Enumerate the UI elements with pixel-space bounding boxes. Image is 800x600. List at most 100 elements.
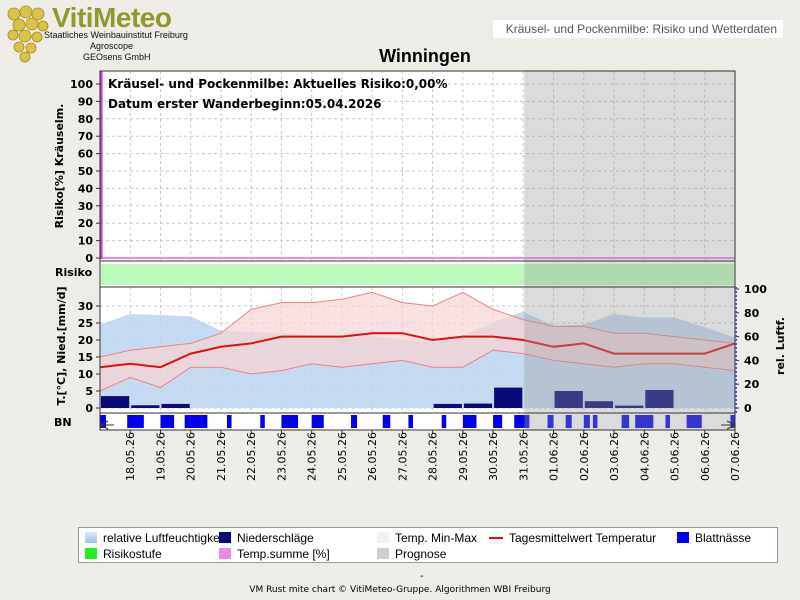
leaf-wetness-bar bbox=[583, 415, 590, 428]
risk-annotation-current: Kräusel- und Pockenmilbe: Aktuelles Risi… bbox=[108, 77, 448, 91]
date-axis-labels: 18.05.26 19.05.26 20.05.26 21.05.26 22.05.26… bbox=[124, 430, 742, 481]
legend-item: Risikostufe bbox=[85, 547, 162, 561]
leaf-wetness-bar bbox=[382, 415, 391, 428]
risk-annotation-start: Datum erster Wanderbeginn:05.04.2026 bbox=[108, 97, 382, 111]
leaf-wetness-label: BN bbox=[54, 416, 72, 429]
leaf-wetness-bar bbox=[592, 415, 598, 428]
weather-ytick-right-label: 0 bbox=[744, 402, 752, 415]
scroll-left-arrow bbox=[98, 420, 114, 430]
weather-ytick-right-label: 20 bbox=[744, 378, 760, 391]
date-label: 20.05.26 bbox=[185, 432, 198, 481]
date-label: 22.05.26 bbox=[245, 432, 258, 481]
weather-ytick-left-label: 15 bbox=[78, 351, 93, 364]
legend-label: Blattnässe bbox=[695, 531, 752, 545]
forecast-overlay bbox=[524, 71, 735, 430]
leaf-wetness-bars bbox=[100, 415, 735, 428]
leaf-wetness-bar bbox=[686, 415, 702, 428]
legend-label: Tagesmittelwert Temperatur bbox=[509, 531, 657, 545]
logo-line-1: Staatliches Weinbauinstitut Freiburg bbox=[44, 30, 188, 40]
forecast-region bbox=[524, 287, 735, 413]
scroll-right-arrow bbox=[721, 420, 737, 430]
precip-bar bbox=[645, 389, 674, 408]
risk-level-band bbox=[101, 264, 734, 285]
date-label: 05.06.26 bbox=[669, 432, 682, 481]
tempsum-line bbox=[99, 71, 735, 259]
risk-ytick-label: 100 bbox=[70, 78, 93, 91]
risk-ytick-label: 20 bbox=[78, 217, 94, 230]
risk-ytick-label: 40 bbox=[78, 182, 94, 195]
precip-bar bbox=[131, 405, 160, 408]
weather-ylabel-right: rel. Luftf. bbox=[774, 317, 787, 375]
legend-item: Blattnässe bbox=[677, 531, 751, 545]
leaf-wetness-bar bbox=[160, 415, 175, 428]
legend-swatch bbox=[377, 548, 389, 559]
legend-swatch bbox=[377, 532, 389, 543]
logo-line-2: Agroscope bbox=[90, 41, 134, 51]
page-title: Kräusel- und Pockenmilbe: Risiko und Wet… bbox=[493, 20, 783, 38]
legend-swatch bbox=[85, 532, 97, 543]
legend-item: Prognose bbox=[377, 547, 446, 561]
leaf-wetness-bar bbox=[311, 415, 324, 428]
weather-ytick-right-label: 100 bbox=[744, 283, 767, 296]
weather-ytick-right-label: 60 bbox=[744, 331, 760, 344]
precip-bar bbox=[494, 387, 523, 408]
legend-swatch bbox=[219, 532, 231, 543]
precip-bar bbox=[101, 396, 130, 408]
leaf-wetness-bar bbox=[184, 415, 208, 428]
leaf-wetness-bar bbox=[565, 415, 572, 428]
risk-ytick-label: 80 bbox=[78, 113, 94, 126]
leaf-wetness-bar bbox=[730, 415, 735, 428]
leaf-wetness-bar bbox=[665, 415, 670, 428]
temp-mean-line bbox=[99, 332, 736, 369]
date-label: 29.05.26 bbox=[457, 432, 470, 481]
risk-ytick-label: 50 bbox=[78, 165, 94, 178]
date-label: 18.05.26 bbox=[124, 432, 137, 481]
legend: relative Luftfeuchtigkeit Niederschläge Te… bbox=[78, 527, 778, 563]
forecast-region bbox=[524, 71, 735, 261]
logo-wordmark: VitiMeteo bbox=[52, 2, 172, 33]
date-label: 02.06.26 bbox=[578, 432, 591, 481]
date-label: 30.05.26 bbox=[487, 432, 500, 481]
legend-label: Prognose bbox=[395, 547, 447, 561]
risk-level-label: Risiko bbox=[55, 266, 93, 279]
precip-bar bbox=[615, 405, 644, 408]
risk-ylabel: Risiko[%] Kräuselm. bbox=[53, 104, 66, 229]
date-label: 01.06.26 bbox=[548, 432, 561, 481]
date-label: 31.05.26 bbox=[517, 432, 530, 481]
date-label: 26.05.26 bbox=[366, 432, 379, 481]
precip-bar bbox=[554, 391, 583, 408]
legend-item: Temp. Min-Max bbox=[377, 531, 477, 545]
weather-ytick-left-label: 10 bbox=[78, 368, 94, 381]
leaf-wetness-bar bbox=[441, 415, 447, 428]
legend-swatch bbox=[85, 548, 97, 559]
weather-ytick-right-label: 80 bbox=[744, 307, 760, 320]
precip-bar bbox=[161, 403, 190, 408]
leaf-wetness-bar bbox=[635, 415, 654, 428]
forecast-region bbox=[524, 413, 735, 430]
weather-ytick-right-label: 40 bbox=[744, 354, 760, 367]
legend-label: Niederschläge bbox=[237, 531, 314, 545]
legend-label: Risikostufe bbox=[103, 547, 162, 561]
leaf-wetness-bar bbox=[493, 415, 503, 428]
risk-ytick-label: 10 bbox=[78, 235, 94, 248]
weather-ytick-left-label: 0 bbox=[85, 402, 93, 415]
legend-swatch bbox=[677, 532, 689, 543]
weather-ylabel-left: T.[°C], Nied.[mm/d] bbox=[55, 286, 68, 405]
leaf-wetness-bar bbox=[100, 415, 107, 428]
leaf-wetness-panel-frame bbox=[99, 412, 736, 431]
leaf-wetness-bar bbox=[547, 415, 554, 428]
legend-swatch bbox=[489, 537, 503, 539]
risk-level-panel-background bbox=[100, 261, 735, 287]
precip-bar bbox=[433, 403, 462, 408]
legend-item: Tagesmittelwert Temperatur bbox=[489, 531, 656, 545]
leaf-wetness-bar bbox=[514, 415, 530, 428]
legend-label: relative Luftfeuchtigkeit bbox=[103, 531, 226, 545]
axes: 0 10 20 30 40 50 60 70 80 90 100 0 5 10 15 20 25 30 0 20 40 6… bbox=[70, 78, 767, 430]
precipitation-bars bbox=[101, 387, 674, 408]
chart-title: Winningen bbox=[379, 46, 471, 66]
weather-ytick-left-label: 20 bbox=[78, 334, 94, 347]
date-label: 23.05.26 bbox=[275, 432, 288, 481]
leaf-wetness-panel-background bbox=[100, 413, 735, 430]
leaf-wetness-bar bbox=[462, 415, 477, 428]
risk-ytick-label: 70 bbox=[78, 130, 94, 143]
